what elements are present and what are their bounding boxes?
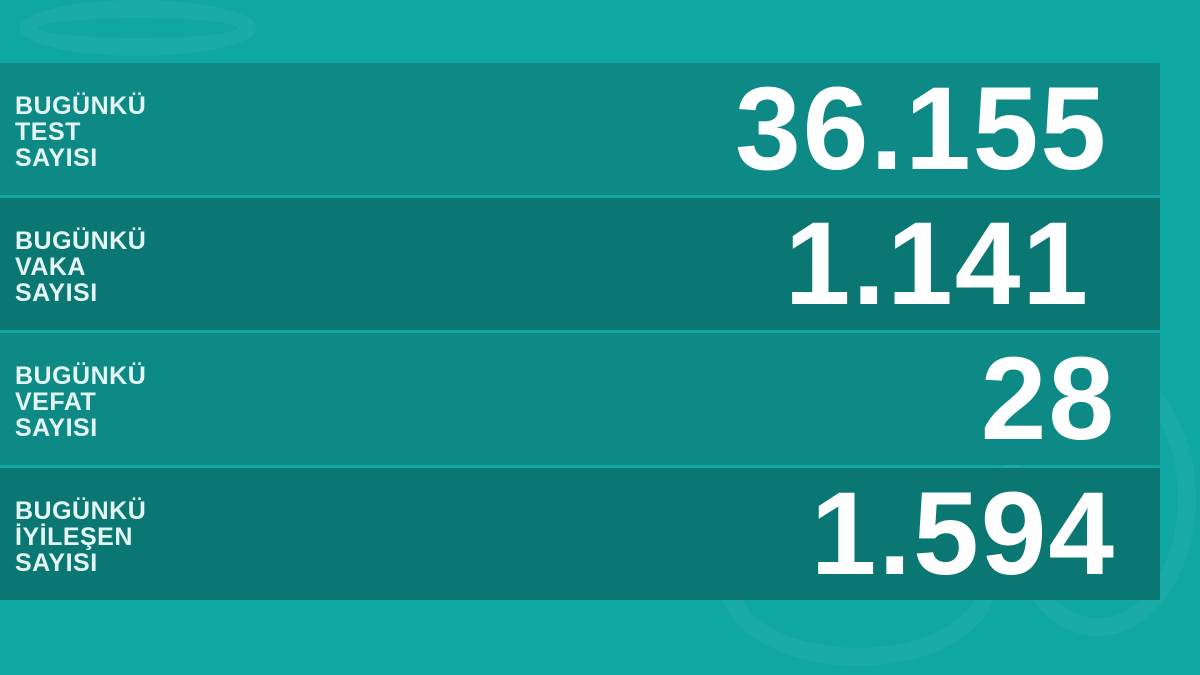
background-decoration xyxy=(20,0,256,56)
stat-row-deaths: BUGÜNKÜ VEFAT SAYISI 28 xyxy=(0,333,1160,465)
label-line: VAKA xyxy=(15,253,86,281)
label-line: TEST xyxy=(15,118,81,146)
label-line: SAYISI xyxy=(15,414,98,442)
stat-value: 28 xyxy=(980,333,1116,465)
stat-label: BUGÜNKÜ TEST SAYISI xyxy=(15,93,146,171)
stat-row-cases: BUGÜNKÜ VAKA SAYISI 1.141 xyxy=(0,198,1160,330)
stat-label: BUGÜNKÜ İYİLEŞEN SAYISI xyxy=(15,498,146,576)
stat-label: BUGÜNKÜ VEFAT SAYISI xyxy=(15,363,146,441)
stat-value: 36.155 xyxy=(735,63,1108,195)
label-line: BUGÜNKÜ xyxy=(15,92,147,120)
label-line: SAYISI xyxy=(15,279,98,307)
stat-row-recovered: BUGÜNKÜ İYİLEŞEN SAYISI 1.594 xyxy=(0,468,1160,600)
label-line: SAYISI xyxy=(15,549,98,577)
stat-value: 1.141 xyxy=(784,198,1090,330)
label-line: BUGÜNKÜ xyxy=(15,227,147,255)
stat-label: BUGÜNKÜ VAKA SAYISI xyxy=(15,228,146,306)
label-line: SAYISI xyxy=(15,144,98,172)
label-line: BUGÜNKÜ xyxy=(15,362,147,390)
stats-panel: BUGÜNKÜ TEST SAYISI 36.155 BUGÜNKÜ VAKA … xyxy=(0,63,1160,603)
stat-value: 1.594 xyxy=(810,468,1116,600)
label-line: İYİLEŞEN xyxy=(15,523,133,551)
label-line: VEFAT xyxy=(15,388,97,416)
stat-row-test: BUGÜNKÜ TEST SAYISI 36.155 xyxy=(0,63,1160,195)
label-line: BUGÜNKÜ xyxy=(15,497,147,525)
